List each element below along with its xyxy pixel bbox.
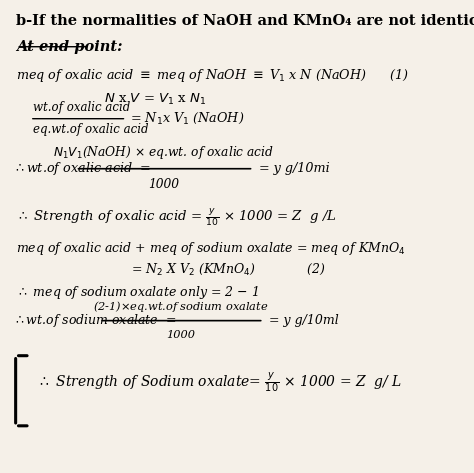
Text: wt.of oxalic acid: wt.of oxalic acid	[33, 101, 130, 114]
Text: $\therefore$ Strength of oxalic acid = $\frac{y}{10}$ $\times$ 1000 = Z  g /L: $\therefore$ Strength of oxalic acid = $…	[16, 206, 337, 228]
Text: (2-1)$\times$eq.wt.of sodium oxalate: (2-1)$\times$eq.wt.of sodium oxalate	[93, 299, 268, 314]
Text: = N$_1$x V$_1$ (NaOH): = N$_1$x V$_1$ (NaOH)	[130, 111, 244, 126]
Text: $\therefore$ Strength of Sodium oxalate= $\frac{y}{10}$ $\times$ 1000 = Z  g/ L: $\therefore$ Strength of Sodium oxalate=…	[36, 370, 401, 394]
Text: $N_1V_1$(NaOH) $\times$ eq.wt. of oxalic acid: $N_1V_1$(NaOH) $\times$ eq.wt. of oxalic…	[53, 144, 274, 161]
Text: = N$_2$ X V$_2$ (KMnO$_4$)             (2): = N$_2$ X V$_2$ (KMnO$_4$) (2)	[131, 262, 326, 277]
Text: = y g/10ml: = y g/10ml	[269, 314, 338, 327]
Text: 1000: 1000	[166, 330, 195, 340]
Text: $\therefore$wt.of sodium oxalate  =: $\therefore$wt.of sodium oxalate =	[13, 312, 176, 329]
Text: = y g/10mi: = y g/10mi	[258, 162, 329, 175]
Text: $N$ x $V$ = $V_1$ x $N_1$: $N$ x $V$ = $V_1$ x $N_1$	[104, 92, 207, 107]
Text: $\therefore$wt.of oxalic acid  =: $\therefore$wt.of oxalic acid =	[13, 160, 151, 177]
Text: meq of oxalic acid + meq of sodium oxalate = meq of KMnO$_4$: meq of oxalic acid + meq of sodium oxala…	[16, 240, 406, 257]
Text: 1000: 1000	[148, 178, 179, 191]
Text: $\therefore$ meq of sodium oxalate only = 2 $-$ 1: $\therefore$ meq of sodium oxalate only …	[16, 284, 259, 301]
Text: eq.wt.of oxalic acid: eq.wt.of oxalic acid	[33, 123, 149, 136]
Text: meq of oxalic acid $\equiv$ meq of NaOH $\equiv$ V$_1$ x N (NaOH)      (1): meq of oxalic acid $\equiv$ meq of NaOH …	[16, 67, 410, 84]
Text: b-If the normalities of NaOH and KMnO₄ are not identical:: b-If the normalities of NaOH and KMnO₄ a…	[16, 15, 474, 28]
Text: At end point:: At end point:	[16, 40, 123, 54]
